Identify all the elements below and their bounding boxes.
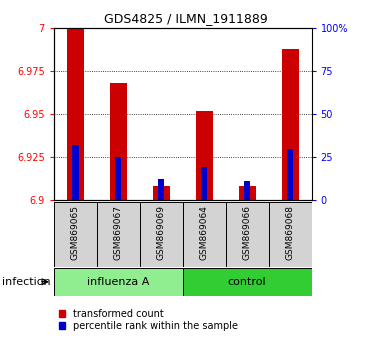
Bar [226, 202, 269, 267]
Bar [282, 49, 299, 200]
Text: influenza A: influenza A [87, 277, 150, 287]
Bar [239, 186, 256, 200]
Bar [110, 83, 127, 200]
Bar [54, 202, 97, 267]
Bar [183, 202, 226, 267]
Bar [152, 186, 170, 200]
Bar [140, 202, 183, 267]
Bar [201, 167, 207, 200]
Bar [244, 181, 250, 200]
Bar [115, 157, 121, 200]
Text: control: control [228, 277, 266, 287]
Bar [287, 149, 293, 200]
Bar [183, 268, 312, 296]
Text: GSM869069: GSM869069 [157, 205, 166, 260]
Text: GSM869065: GSM869065 [71, 205, 80, 260]
Bar [196, 111, 213, 200]
Bar [67, 28, 84, 200]
Text: GSM869067: GSM869067 [114, 205, 123, 260]
Text: GSM869068: GSM869068 [286, 205, 295, 260]
Text: GDS4825 / ILMN_1911889: GDS4825 / ILMN_1911889 [104, 12, 267, 25]
Bar [158, 179, 164, 200]
Bar [97, 202, 140, 267]
Bar [54, 268, 183, 296]
Bar [72, 145, 79, 200]
Bar [269, 202, 312, 267]
Text: GSM869066: GSM869066 [243, 205, 252, 260]
Text: GSM869064: GSM869064 [200, 205, 209, 260]
Legend: transformed count, percentile rank within the sample: transformed count, percentile rank withi… [59, 309, 238, 331]
Text: infection: infection [2, 277, 50, 287]
